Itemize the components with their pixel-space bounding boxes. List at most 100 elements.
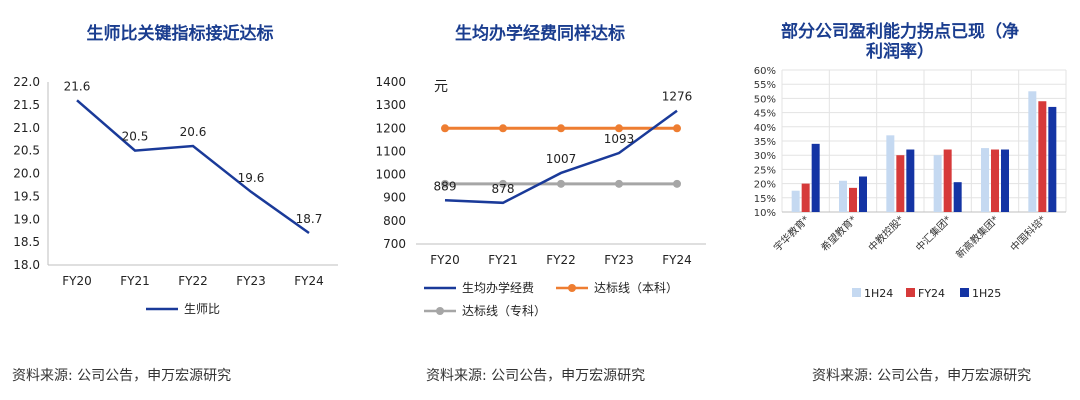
- bar-FY24: [943, 149, 952, 212]
- legend-label-1: 达标线（本科）: [594, 281, 678, 295]
- series-marker-2: [673, 179, 681, 188]
- bar-FY24: [1038, 101, 1047, 212]
- chart-panel-2: 生均办学经费同样达标 1400 1300 1200 1100 1000 900 800 700…: [360, 0, 720, 400]
- source-note-3: 资料来源: 公司公告，申万宏源研究: [812, 368, 1032, 384]
- x-tick-label: 宇华教育*: [771, 213, 812, 254]
- x-tick-label: FY20: [430, 253, 460, 267]
- bar-1H25: [906, 149, 915, 212]
- y-tick-label: 19.5: [13, 189, 40, 203]
- legend-swatch-2: [960, 288, 969, 297]
- x-tick-label: FY22: [546, 253, 576, 267]
- x-tick-label: 中汇集团*: [913, 213, 954, 254]
- data-label: 1276: [662, 90, 693, 104]
- series-line-0: [444, 109, 678, 205]
- bar-1H25: [1048, 106, 1057, 212]
- legend-marker-1: [568, 284, 576, 292]
- series-marker-1: [673, 124, 681, 133]
- chart-svg-2: 1400 1300 1200 1100 1000 900 800 700 元 FY20 FY21 FY…: [375, 75, 706, 318]
- x-tick-label: FY20: [62, 274, 92, 288]
- data-label: 18.7: [296, 212, 323, 226]
- source-note-2: 资料来源: 公司公告，申万宏源研究: [426, 368, 646, 384]
- bar-FY24: [801, 183, 810, 212]
- y-tick-label: 21.0: [13, 121, 40, 135]
- data-label: 20.6: [180, 125, 207, 139]
- bar-FY24: [991, 149, 999, 212]
- data-label: 1007: [546, 152, 577, 166]
- chart-title-3-line1: 部分公司盈利能力拐点已现（净: [781, 22, 1019, 42]
- x-tick-label: 中国科培*: [1007, 213, 1048, 254]
- x-tick-label: FY24: [294, 274, 324, 288]
- x-tick-label: 希望教育*: [818, 213, 859, 254]
- data-label: 21.6: [64, 79, 91, 93]
- bar-1H25: [953, 182, 962, 212]
- unit-label: 元: [434, 79, 448, 95]
- bar-1H24: [1028, 91, 1037, 212]
- y-tick-label: 20.0: [13, 167, 40, 181]
- bar-1H25: [859, 176, 867, 212]
- bar-1H25: [1001, 149, 1009, 212]
- x-tick-label: FY23: [604, 253, 634, 267]
- data-label: 19.6: [238, 171, 265, 185]
- x-tick-label: FY21: [120, 274, 150, 288]
- y-tick-label: 15%: [754, 194, 776, 205]
- y-tick-label: 25%: [754, 165, 776, 176]
- x-tick-label: FY24: [662, 253, 692, 267]
- y-tick-label: 30%: [754, 151, 776, 162]
- bar-1H25: [811, 143, 820, 212]
- legend-swatch-0: [852, 288, 861, 297]
- y-tick-label: 22.0: [13, 75, 40, 89]
- chart-title-1: 生师比关键指标接近达标: [86, 24, 274, 44]
- series-marker-1: [499, 124, 507, 133]
- bar-1H24: [933, 155, 942, 212]
- series-marker-2: [441, 179, 449, 188]
- series-marker-2: [615, 179, 623, 188]
- y-tick-label: 21.5: [13, 98, 40, 112]
- series-marker-1: [615, 124, 623, 133]
- y-tick-label: 20%: [754, 180, 776, 191]
- x-tick-label: FY22: [178, 274, 208, 288]
- source-note-1: 资料来源: 公司公告，申万宏源研究: [12, 368, 232, 384]
- chart-svg-1: 22.0 21.5 21.0 20.5 20.0 19.5 19.0 18.5 18.0 FY20…: [13, 75, 338, 316]
- y-tick-label: 1200: [375, 121, 406, 135]
- series-marker-1: [441, 124, 449, 133]
- chart-title-2: 生均办学经费同样达标: [455, 24, 625, 44]
- chart-svg-3: 60% 55% 50% 45% 40% 35% 30% 25% 20% 15% 10%宇华教育* 希望…: [754, 66, 1067, 300]
- x-tick-label: 中教控股*: [865, 213, 906, 254]
- y-tick-label: 18.5: [13, 235, 40, 249]
- bar-1H24: [886, 135, 895, 212]
- y-tick-label: 700: [383, 237, 406, 251]
- y-tick-label: 19.0: [13, 212, 40, 226]
- y-tick-label: 60%: [754, 66, 776, 77]
- y-tick-label: 1100: [375, 144, 406, 158]
- bar-1H24: [981, 148, 989, 212]
- bar-FY24: [896, 155, 905, 212]
- bar-1H24: [791, 190, 800, 212]
- y-tick-label: 10%: [754, 208, 776, 219]
- chart-panel-3: 部分公司盈利能力拐点已现（净 利润率） 60% 55% 50% 45% 40% 35% 30…: [720, 0, 1080, 400]
- legend-label-1: FY24: [918, 287, 945, 300]
- legend-label-2: 达标线（专科）: [462, 303, 546, 318]
- y-tick-label: 1300: [375, 98, 406, 112]
- y-tick-label: 1000: [375, 168, 406, 182]
- series-marker-2: [557, 179, 565, 188]
- data-label: 20.5: [122, 130, 149, 144]
- legend-label-0: 生均办学经费: [462, 280, 534, 295]
- x-tick-label: FY23: [236, 274, 266, 288]
- bar-FY24: [849, 187, 857, 212]
- legend-label-2: 1H25: [972, 287, 1001, 300]
- series-marker-2: [499, 179, 507, 188]
- x-tick-label: 新高教集团*: [953, 213, 1001, 261]
- legend-marker-2: [436, 307, 444, 315]
- y-tick-label: 55%: [754, 80, 776, 91]
- y-tick-label: 45%: [754, 109, 776, 120]
- legend-label-0: 1H24: [864, 287, 893, 300]
- y-tick-label: 18.0: [13, 258, 40, 272]
- y-tick-label: 900: [383, 191, 406, 205]
- chart-title-3: 部分公司盈利能力拐点已现（净 利润率）: [720, 22, 1080, 62]
- legend-label: 生师比: [184, 302, 220, 316]
- y-tick-label: 1400: [375, 75, 406, 89]
- data-label: 878: [492, 182, 515, 196]
- bar-1H24: [839, 180, 847, 212]
- series-marker-1: [557, 124, 565, 133]
- y-tick-label: 800: [383, 214, 406, 228]
